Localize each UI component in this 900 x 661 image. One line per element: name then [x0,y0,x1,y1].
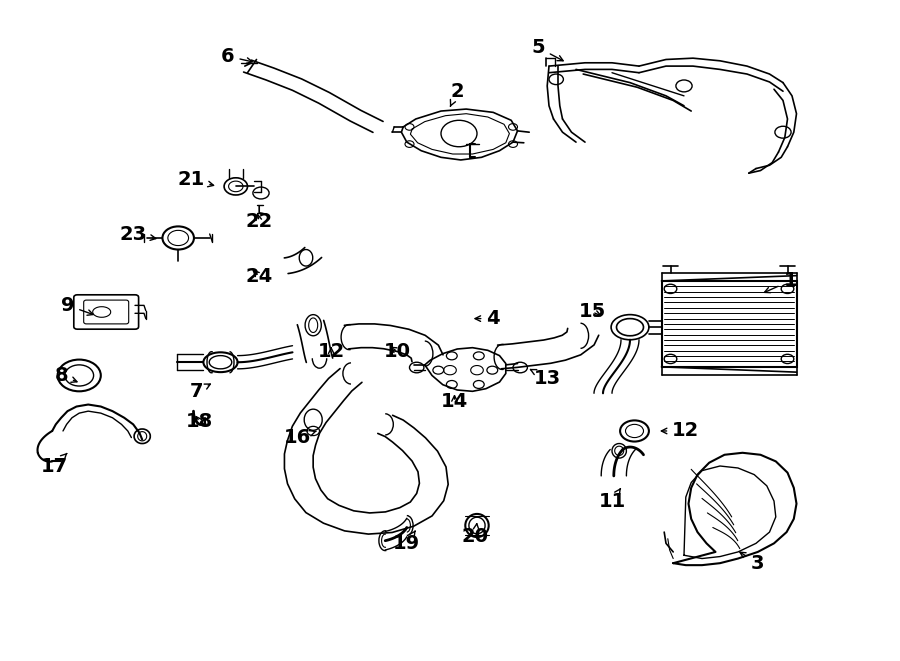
Text: 23: 23 [120,225,156,244]
Text: 12: 12 [318,342,345,361]
Text: 24: 24 [246,267,273,286]
Text: 22: 22 [246,212,273,231]
Text: 6: 6 [220,47,252,65]
Text: 5: 5 [531,38,563,61]
Text: 9: 9 [61,296,93,315]
Text: 20: 20 [462,524,489,546]
Text: 10: 10 [384,342,411,361]
Text: 2: 2 [450,82,464,106]
Text: 14: 14 [441,393,468,411]
Text: 17: 17 [40,453,68,475]
Text: 8: 8 [54,366,77,385]
Bar [662,281,796,367]
Text: 7: 7 [189,382,211,401]
Text: 3: 3 [740,552,764,572]
Text: 16: 16 [284,428,316,447]
Text: 15: 15 [579,303,606,321]
Text: 1: 1 [764,272,797,293]
Text: 4: 4 [475,309,500,328]
Text: 12: 12 [662,422,699,440]
Text: 21: 21 [177,171,213,189]
Text: 11: 11 [598,488,625,510]
Text: 13: 13 [530,369,561,387]
Text: 18: 18 [186,412,213,431]
Text: 19: 19 [393,531,420,553]
